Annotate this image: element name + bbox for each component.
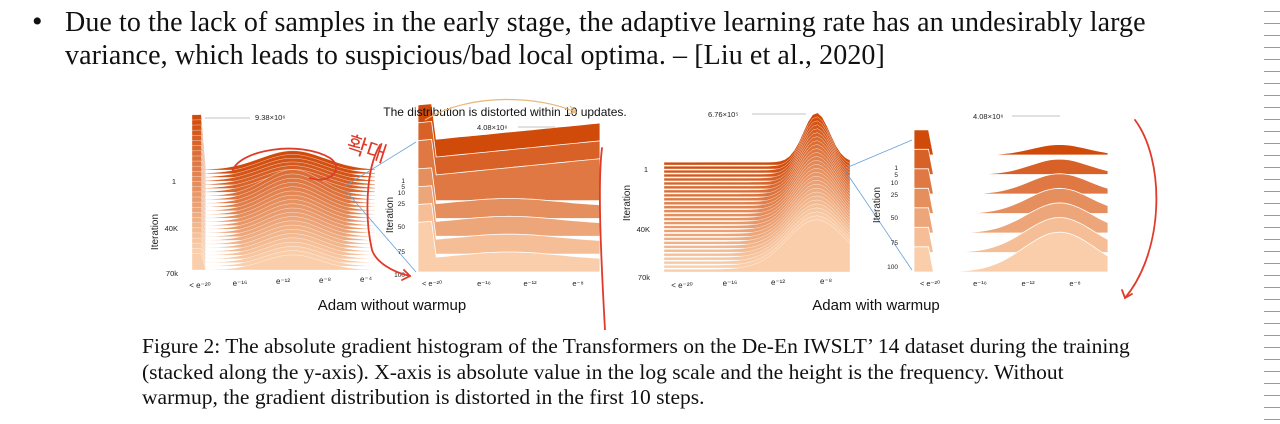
left-zoom-xtick-0: < e⁻²⁰ [422,279,442,288]
right-main-ridge-layers [663,112,851,273]
left-main-xtick-3: e⁻⁸ [319,276,331,285]
ink-loop-left [232,147,337,181]
left-zoom-ytick-25: 25 [398,201,406,208]
lm-layers-layer [191,166,376,208]
figure-caption: Figure 2: The absolute gradient histogra… [142,334,1130,409]
right-zoom-xtick-3: e⁻⁸ [1069,279,1080,288]
right-main-panel: Iteration 1 40K 70k < e⁻²⁰ e⁻¹⁶ e⁻¹² e⁻⁸… [622,110,851,290]
right-zoom-xtick-1: e⁻¹⁶ [973,279,987,288]
left-main-xtick-2: e⁻¹² [276,277,290,286]
ink-bracket-head [1121,289,1133,300]
left-zoom-xtick-3: e⁻⁸ [572,279,583,288]
right-main-xtick-2: e⁻¹² [771,278,785,287]
right-main-ytick-40k: 40K [637,225,650,234]
right-main-xtick-1: e⁻¹⁶ [723,279,738,288]
left-main-xtick-1: e⁻¹⁶ [233,279,248,288]
right-zoom-ytick-75: 75 [891,240,899,247]
lm-layers-layer [191,191,376,226]
handwritten-note: 확대 [343,132,389,168]
handwritten-annotations [232,119,1158,330]
lm-layers-layer [191,155,376,200]
right-zoom-ridge-layers [913,129,1109,273]
right-zoom-ytick-1: 1 [894,165,898,172]
rm-layers-layer [663,219,851,273]
right-main-ytick-70k: 70k [638,273,650,282]
left-group-label: Adam without warmup [318,297,466,314]
left-zoom-xtick-2: e⁻¹² [523,279,537,288]
left-zoom-ytick-5: 5 [401,184,405,191]
left-zoom-peak-label: 4.08×10⁶ [477,123,507,132]
right-main-ylabel: Iteration [622,185,633,221]
ink-arrowhead-down [401,269,412,281]
rz-layers-layer [913,148,1109,175]
left-zoom-panel: Iteration 1 5 10 25 50 75 100 < e⁻²⁰ e⁻¹… [385,103,601,288]
lz-layers-layer [417,185,601,237]
lm-layers-layer [191,181,376,219]
lm-layers-layer [191,176,376,215]
bullet-text: Due to the lack of samples in the early … [65,7,1146,71]
right-main-xtick-0: < e⁻²⁰ [671,281,692,290]
left-zoom-ridge-layers [417,103,601,273]
left-main-panel: Iteration 1 40K 70k < e⁻²⁰ e⁻¹⁶ e⁻¹² e⁻⁸… [150,113,376,290]
left-main-peak-label: 9.38×10⁶ [255,113,285,122]
left-main-ylabel: Iteration [150,214,161,250]
right-zoom-ytick-5: 5 [894,172,898,179]
lm-layers-layer [191,171,376,211]
left-main-xtick-4: e⁻⁴ [360,275,373,284]
right-main-xtick-3: e⁻⁸ [820,277,832,286]
right-zoom-ylabel: Iteration [872,187,883,223]
left-zoom-ytick-1: 1 [401,178,405,185]
ink-arrow-annotation [424,98,576,121]
ink-bracket-right [1124,119,1158,299]
left-zoom-ytick-75: 75 [398,249,406,256]
left-main-ytick-70k: 70k [166,269,178,278]
lz-layers-layer [417,220,601,273]
ink-divider-stroke [598,147,606,330]
left-main-xtick-0: < e⁻²⁰ [189,281,210,290]
rz-layers-layer [913,168,1109,195]
right-zoom-panel: Iteration 1 5 10 25 50 75 100 < e⁻²⁰ e⁻¹… [872,112,1109,288]
right-main-ytick-1: 1 [644,165,648,174]
lz-layers-layer [417,203,601,255]
rz-layers-layer [913,231,1109,273]
lm-layers-layer [191,160,376,204]
lm-layers-layer [191,253,376,271]
left-zoom-ytick-10: 10 [398,190,406,197]
left-zoom-ytick-100: 100 [394,272,405,279]
left-main-ridge-layers [191,114,376,271]
left-zoom-ylabel: Iteration [385,197,396,233]
left-main-ytick-40k: 40K [165,224,178,233]
right-zoom-xtick-2: e⁻¹² [1021,279,1035,288]
bullet-marker: • [32,5,43,38]
ink-arrow-down [366,144,411,277]
right-main-peak-label: 6.76×10⁵ [708,110,738,119]
right-zoom-ytick-25: 25 [891,192,899,199]
left-zoom-xtick-1: e⁻¹⁶ [477,279,491,288]
right-zoom-ytick-50: 50 [891,215,899,222]
lm-layers-layer [191,186,376,223]
distortion-annotation: The distribution is distorted within 10 … [383,105,626,119]
left-main-ytick-1: 1 [172,177,176,186]
right-group-label: Adam with warmup [812,297,940,314]
right-zoom-ytick-10: 10 [891,180,899,187]
right-zoom-xtick-0: < e⁻²⁰ [920,279,940,288]
lz-layers-layer [417,167,601,219]
lm-layers-layer [191,150,376,197]
figure-2: Iteration 1 40K 70k < e⁻²⁰ e⁻¹⁶ e⁻¹² e⁻⁸… [150,98,1158,330]
left-zoom-ytick-50: 50 [398,224,406,231]
page-edge-ruler [1264,0,1280,424]
lz-layers-layer [417,138,601,202]
right-zoom-peak-label: 4.08×10⁶ [973,112,1003,121]
rz-layers-layer [913,129,1109,156]
right-zoom-ytick-100: 100 [887,264,898,271]
